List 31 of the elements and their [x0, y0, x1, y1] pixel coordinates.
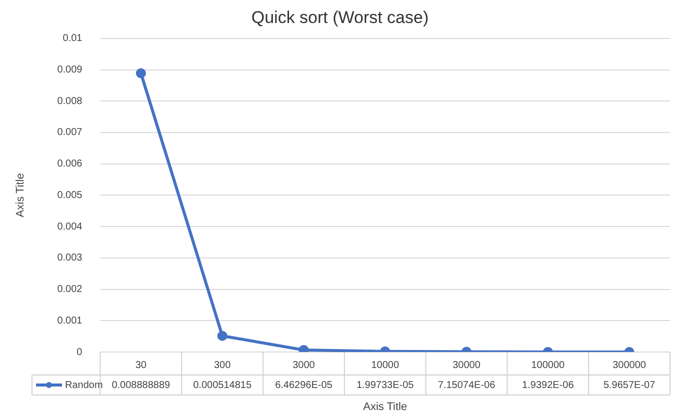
data-label: 5.9657E-07 [603, 380, 656, 391]
legend-label: Random [65, 380, 103, 391]
x-tick-label: 300 [214, 360, 232, 371]
y-tick-label: 0.009 [57, 64, 83, 76]
y-tick-label: 0.002 [57, 284, 83, 296]
x-tick-label: 30000 [452, 360, 481, 371]
x-tick-label: 3000 [292, 360, 316, 371]
y-tick-label: 0.004 [57, 221, 83, 232]
x-tick-label: 300000 [612, 360, 646, 371]
x-axis-title: Axis Title [363, 401, 408, 414]
data-label: 6.46296E-05 [275, 380, 333, 391]
y-tick-label: 0.007 [57, 127, 83, 138]
data-label: 1.9392E-06 [522, 380, 574, 391]
data-label: 7.15074E-06 [438, 380, 496, 391]
y-tick-label: 0.01 [62, 33, 83, 44]
y-tick-label: 0.006 [57, 158, 83, 170]
x-tick-label: 30 [135, 360, 147, 371]
x-tick-label: 100000 [531, 360, 566, 371]
x-tick-label: 10000 [371, 360, 400, 371]
y-tick-label: 0.001 [57, 315, 83, 326]
data-label: 1.99733E-05 [356, 380, 414, 391]
y-tick-label: 0 [76, 346, 83, 358]
point [136, 68, 146, 78]
y-tick-label: 0.005 [57, 190, 83, 201]
y-tick-label: 0.008 [57, 96, 83, 107]
chart-title: Quick sort (Worst case) [251, 8, 429, 27]
y-tick-label: 0.003 [57, 252, 83, 264]
y-axis-title: Axis Title [14, 173, 27, 218]
point [298, 344, 309, 352]
data-label: 0.008888889 [112, 380, 171, 391]
data-label: 0.000514815 [193, 380, 252, 391]
